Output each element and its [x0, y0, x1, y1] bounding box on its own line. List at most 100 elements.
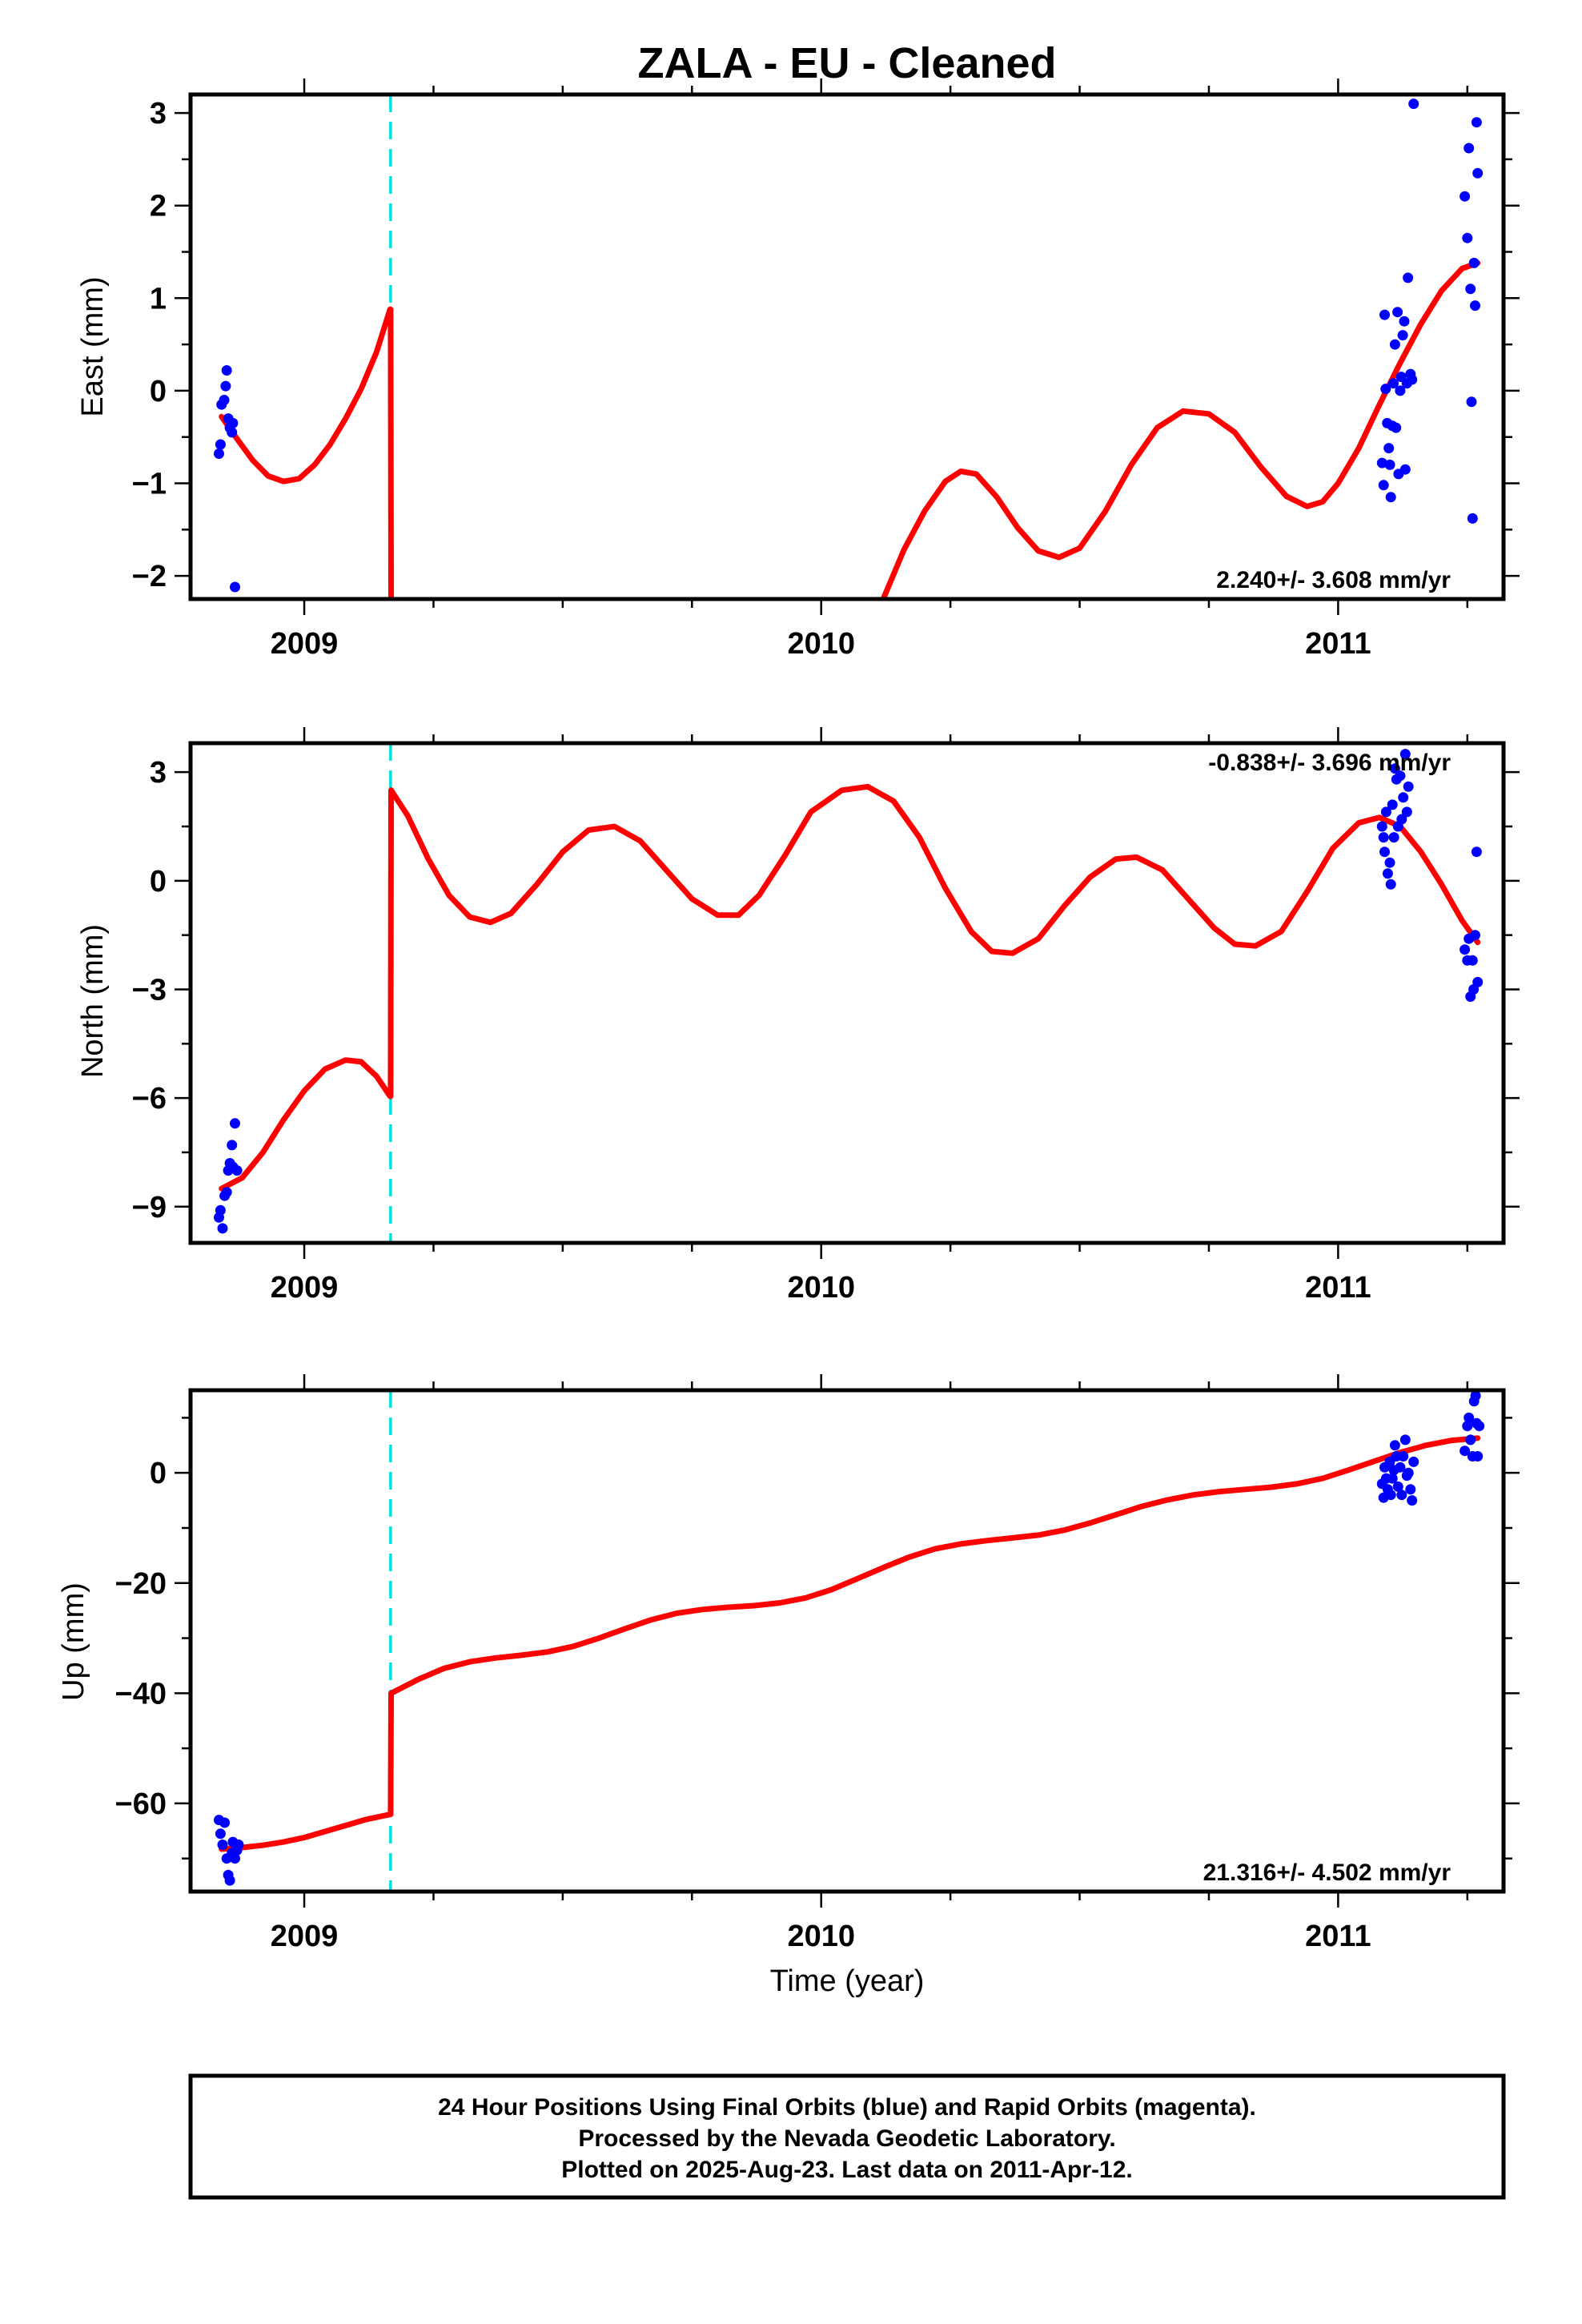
east-data-point — [220, 380, 231, 392]
east-data-point — [1403, 272, 1414, 283]
up-data-point — [1395, 1462, 1406, 1473]
east-data-point — [227, 417, 239, 428]
up-data-point — [224, 1875, 235, 1886]
east-data-point — [1470, 300, 1480, 312]
up-data-point — [1407, 1495, 1418, 1506]
north-data-point — [1398, 792, 1409, 803]
east-data-point — [1379, 309, 1390, 320]
up-panel: Up (mm) 2009 2010 2011 −60 −40 −20 0 21.316+/- … — [57, 1374, 1520, 1953]
north-x-tick-label: 2010 — [787, 1271, 855, 1305]
up-data-point — [230, 1853, 240, 1864]
up-x-tick-label: 2010 — [787, 1920, 855, 1953]
east-data-point — [1383, 443, 1395, 454]
north-data-point — [221, 1187, 232, 1198]
up-plot-frame — [188, 1388, 1506, 1894]
east-data-point — [1376, 457, 1387, 468]
x-axis-label: Time (year) — [770, 1964, 925, 1998]
chart-title: ZALA - EU - Cleaned — [637, 39, 1056, 87]
up-model-fit-line — [388, 1435, 1481, 1696]
east-data-point — [1380, 384, 1391, 395]
north-model-fit-line — [388, 783, 1481, 956]
north-data-point — [1396, 814, 1407, 825]
up-model-fit-line — [219, 1811, 393, 1852]
footer-frame — [188, 2073, 1506, 2200]
east-data-point — [1472, 167, 1484, 179]
north-x-tick-label: 2011 — [1305, 1271, 1371, 1305]
east-model-group — [219, 259, 1481, 599]
up-axis-label: Up (mm) — [57, 1582, 90, 1701]
north-panel: North (mm) 2009 2010 2011 −9 −6 −3 0 3 -0.838+/-… — [76, 727, 1520, 1305]
north-data-point — [1384, 857, 1395, 868]
north-data-point — [1471, 846, 1482, 858]
north-data-point — [1380, 806, 1391, 818]
east-points-group — [214, 99, 1484, 593]
north-data-point — [1403, 781, 1414, 792]
north-plot-frame — [188, 741, 1506, 1245]
east-y-tick-label: 0 — [150, 375, 167, 408]
east-data-point — [1464, 143, 1475, 154]
east-plot-frame — [188, 92, 1506, 601]
up-data-point — [1474, 1421, 1485, 1432]
east-data-point — [1399, 464, 1411, 475]
east-y-tick-label: −2 — [132, 560, 167, 593]
up-data-point — [217, 1839, 228, 1850]
east-data-point — [1399, 316, 1410, 327]
north-model-group — [219, 783, 1481, 1192]
east-data-point — [1408, 99, 1419, 110]
north-data-point — [1470, 930, 1480, 941]
north-y-tick-label: −3 — [132, 973, 167, 1007]
north-data-point — [1389, 763, 1400, 774]
north-rate-label: -0.838+/- 3.696 mm/yr — [1208, 750, 1451, 776]
east-x-tick-label: 2009 — [271, 627, 339, 661]
up-points-group — [214, 1390, 1485, 1886]
footer-line-1: 24 Hour Positions Using Final Orbits (bl… — [438, 2094, 1256, 2121]
east-data-point — [227, 427, 238, 438]
north-x-tick-label: 2009 — [271, 1271, 339, 1305]
north-data-point — [215, 1204, 226, 1216]
east-data-point — [1389, 339, 1400, 350]
east-data-point — [1384, 459, 1395, 470]
east-y-tick-label: −1 — [132, 468, 167, 501]
up-x-tick-label: 2009 — [271, 1920, 339, 1953]
up-data-point — [1405, 1484, 1416, 1495]
east-data-point — [215, 439, 226, 450]
east-data-point — [214, 448, 224, 459]
up-data-point — [1464, 1412, 1475, 1423]
up-data-point — [1389, 1440, 1400, 1451]
north-points-group — [214, 749, 1484, 1234]
up-rate-label: 21.316+/- 4.502 mm/yr — [1203, 1860, 1452, 1886]
north-y-tick-label: −6 — [132, 1082, 167, 1116]
north-data-point — [1460, 944, 1471, 955]
north-data-point — [1388, 832, 1399, 843]
east-data-point — [219, 395, 230, 405]
east-data-point — [1468, 257, 1480, 268]
up-data-point — [1385, 1490, 1396, 1501]
north-data-point — [231, 1165, 243, 1176]
up-data-point — [1462, 1421, 1473, 1432]
east-data-point — [1397, 330, 1408, 341]
east-axis-label: East (mm) — [76, 276, 110, 416]
north-data-point — [1401, 806, 1412, 818]
east-data-point — [1467, 513, 1478, 524]
east-data-point — [1462, 232, 1473, 243]
east-rate-label: 2.240+/- 3.608 mm/yr — [1216, 567, 1451, 593]
footer-line-2: Processed by the Nevada Geodetic Laborat… — [578, 2125, 1115, 2152]
east-data-point — [1460, 191, 1471, 202]
up-data-point — [1460, 1445, 1471, 1457]
east-data-point — [1391, 422, 1402, 433]
up-y-tick-label: −60 — [115, 1787, 167, 1821]
east-data-point — [1395, 385, 1406, 396]
east-data-point — [1471, 117, 1482, 128]
up-data-point — [1403, 1467, 1414, 1478]
up-data-point — [1398, 1451, 1409, 1462]
north-data-point — [1376, 821, 1387, 832]
east-data-point — [1466, 396, 1477, 408]
north-data-point — [1467, 955, 1478, 966]
north-data-point — [1382, 868, 1393, 879]
north-y-tick-label: −9 — [132, 1191, 167, 1224]
up-data-point — [1392, 1481, 1403, 1492]
up-data-point — [1408, 1456, 1419, 1467]
north-data-point — [1472, 976, 1484, 987]
up-data-point — [1387, 1473, 1398, 1484]
